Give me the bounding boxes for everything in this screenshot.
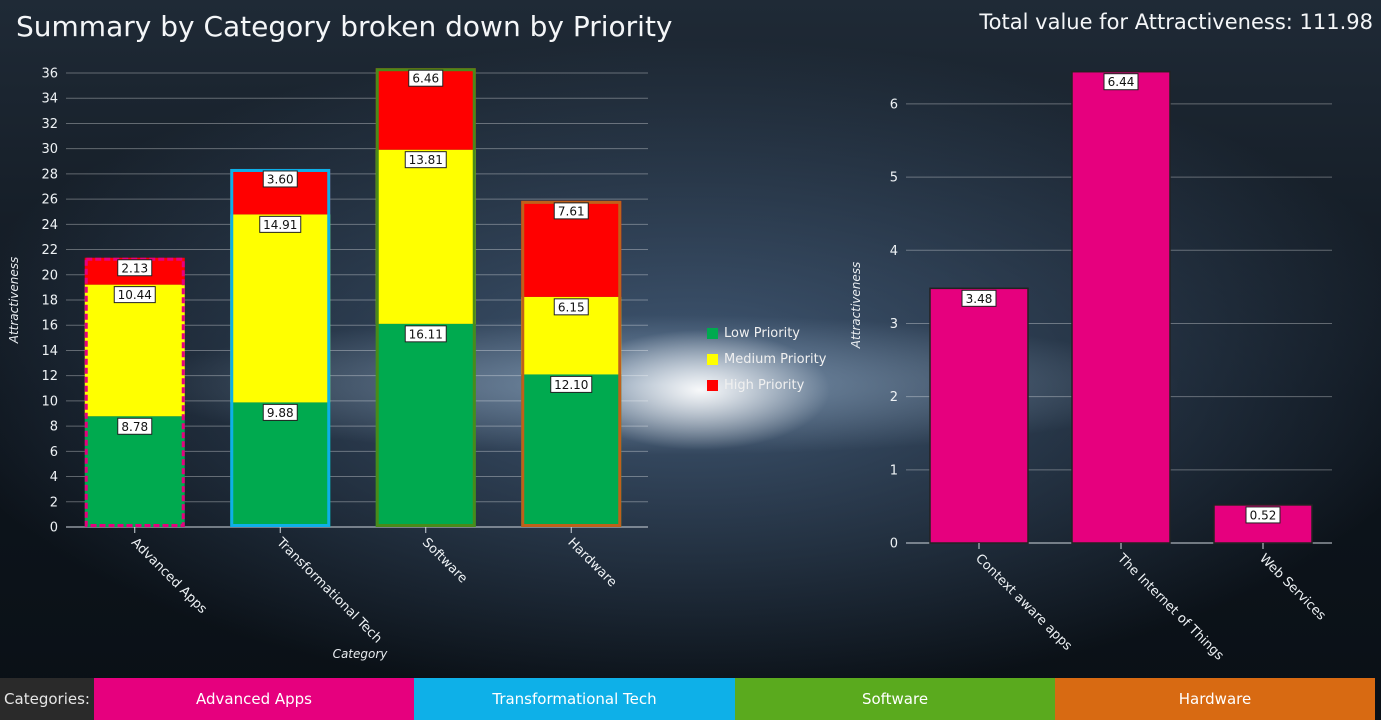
legend-label-high: High Priority: [724, 377, 805, 393]
left-x-axis-label: Category: [333, 647, 389, 661]
category-tab-software[interactable]: Software: [735, 678, 1055, 720]
right-x-tick-label: Context aware apps: [972, 551, 1075, 654]
legend-swatch-low: [707, 327, 718, 339]
data-label-advanced-apps-medium-priority: 10.44: [118, 288, 152, 302]
data-label-hardware-low-priority: 12.10: [554, 378, 588, 392]
right-x-tick-label: The Internet of Things: [1113, 551, 1226, 664]
chart-title: Summary by Category broken down by Prior…: [16, 10, 673, 43]
right-y-axis-label: Attractiveness: [849, 262, 863, 350]
category-tab-transformational-tech[interactable]: Transformational Tech: [414, 678, 735, 720]
data-label-software-high-priority-box: [408, 69, 444, 87]
data-label-hardware-high-priority: 7.61: [558, 204, 585, 218]
bar-software-medium-priority: [375, 149, 476, 324]
bar-advanced-apps-medium-priority: [84, 284, 185, 417]
legend-swatch-medium: [707, 353, 718, 365]
data-label-advanced-apps-medium-priority-box: [113, 286, 156, 304]
total-value-label: Total value for Attractiveness: 111.98: [979, 10, 1373, 34]
left-y-tick-label: 26: [41, 193, 58, 208]
left-y-tick-label: 32: [41, 117, 58, 132]
data-label-hardware-medium-priority: 6.15: [558, 300, 585, 314]
data-label-hardware-low-priority-box: [550, 375, 593, 393]
left-y-tick-label: 24: [41, 218, 58, 233]
right-y-tick-label: 0: [890, 537, 898, 552]
bar-software-low-priority: [375, 323, 476, 527]
data-label-software-medium-priority-box: [404, 151, 447, 169]
data-label-advanced-apps-low-priority-box: [117, 417, 153, 435]
legend-label-medium: Medium Priority: [724, 351, 827, 367]
data-label-transformational-tech-medium-priority: 14.91: [263, 218, 297, 232]
data-label-software-high-priority: 6.46: [412, 72, 439, 86]
category-tab-advanced-apps[interactable]: Advanced Apps: [94, 678, 414, 720]
data-label-transformational-tech-high-priority: 3.60: [267, 172, 294, 186]
data-label-the-internet-of-things: 6.44: [1108, 75, 1135, 89]
left-y-tick-label: 0: [50, 521, 58, 536]
data-label-hardware-medium-priority-box: [553, 298, 589, 316]
data-label-context-aware-apps-box: [961, 289, 997, 307]
left-y-tick-label: 36: [41, 67, 58, 82]
data-label-transformational-tech-low-priority-box: [262, 403, 298, 421]
data-label-transformational-tech-high-priority-box: [262, 170, 298, 188]
priority-legend: Low Priority Medium Priority High Priori…: [707, 320, 826, 398]
left-y-tick-label: 18: [41, 294, 58, 309]
left-x-tick-label: Advanced Apps: [128, 535, 210, 617]
bar-transformational-tech-medium-priority: [230, 214, 331, 403]
legend-item-low[interactable]: Low Priority: [707, 320, 826, 346]
data-label-advanced-apps-high-priority-box: [117, 259, 153, 277]
left-x-tick-label: Transformational Tech: [273, 535, 385, 647]
data-label-software-medium-priority: 13.81: [409, 153, 443, 167]
left-y-tick-label: 12: [41, 369, 58, 384]
right-y-tick-label: 3: [890, 317, 898, 332]
data-label-transformational-tech-medium-priority-box: [259, 215, 302, 233]
legend-swatch-high: [707, 379, 718, 391]
left-y-tick-label: 14: [41, 344, 58, 359]
legend-item-high[interactable]: High Priority: [707, 372, 826, 398]
data-label-advanced-apps-high-priority: 2.13: [121, 261, 148, 275]
data-label-the-internet-of-things-box: [1103, 73, 1139, 91]
left-y-tick-label: 4: [50, 470, 58, 485]
right-y-tick-label: 6: [890, 97, 898, 112]
left-y-tick-label: 22: [41, 243, 58, 258]
bar-the-internet-of-things: [1071, 70, 1171, 544]
left-y-tick-label: 10: [41, 394, 58, 409]
data-label-web-services-box: [1245, 506, 1281, 524]
category-tab-hardware[interactable]: Hardware: [1055, 678, 1375, 720]
data-label-software-low-priority-box: [404, 325, 447, 343]
left-y-tick-label: 28: [41, 167, 58, 182]
legend-label-low: Low Priority: [724, 325, 801, 341]
category-filter-bar: Categories: Advanced Apps Transformation…: [0, 678, 1381, 720]
categories-label: Categories:: [0, 678, 94, 720]
bar-context-aware-apps: [929, 287, 1029, 544]
data-label-web-services: 0.52: [1250, 508, 1277, 522]
data-label-context-aware-apps: 3.48: [966, 292, 993, 306]
left-x-tick-label: Software: [419, 535, 470, 586]
left-x-tick-label: Hardware: [564, 535, 619, 590]
left-y-tick-label: 30: [41, 142, 58, 157]
right-y-tick-label: 4: [890, 244, 898, 259]
charts-canvas: 024681012141618202224262830323436Attract…: [7, 67, 1332, 664]
legend-item-medium[interactable]: Medium Priority: [707, 346, 826, 372]
bar-hardware-low-priority: [521, 374, 622, 527]
left-y-tick-label: 34: [41, 92, 58, 107]
right-y-tick-label: 1: [890, 463, 898, 478]
left-y-tick-label: 8: [50, 420, 58, 435]
bar-transformational-tech-low-priority: [230, 402, 331, 527]
data-label-hardware-high-priority-box: [553, 202, 589, 220]
left-y-tick-label: 20: [41, 268, 58, 283]
data-label-software-low-priority: 16.11: [409, 327, 443, 341]
right-y-tick-label: 5: [890, 171, 898, 186]
data-label-transformational-tech-low-priority: 9.88: [267, 406, 294, 420]
left-y-tick-label: 6: [50, 445, 58, 460]
left-y-tick-label: 16: [41, 319, 58, 334]
right-y-tick-label: 2: [890, 390, 898, 405]
right-x-tick-label: Web Services: [1256, 551, 1328, 623]
left-y-tick-label: 2: [50, 495, 58, 510]
left-y-axis-label: Attractiveness: [7, 257, 21, 345]
data-label-advanced-apps-low-priority: 8.78: [121, 420, 148, 434]
